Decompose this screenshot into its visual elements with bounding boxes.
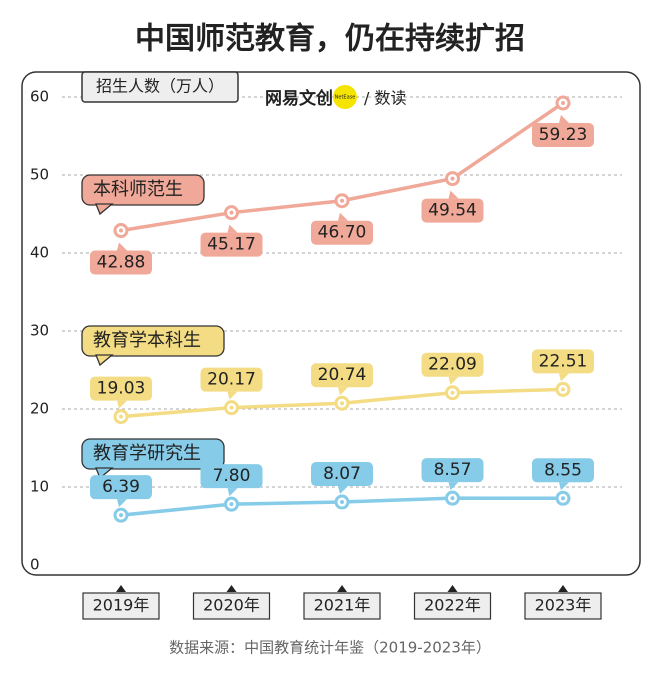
y-tick-label: 40: [30, 244, 49, 262]
value-label-box: [90, 475, 152, 500]
value-label-pointer: [338, 212, 348, 221]
series-name-box: [81, 438, 225, 470]
data-point-dot: [450, 496, 455, 501]
value-label: 8.55: [544, 460, 582, 480]
value-label: 19.03: [97, 379, 146, 399]
value-label: 6.39: [102, 477, 140, 497]
value-label-box: [532, 349, 594, 374]
series-name-pointer: [95, 203, 114, 216]
y-label-box: [81, 71, 239, 103]
data-point-dot: [561, 387, 565, 392]
value-label-box: [200, 232, 263, 257]
x-tick-pointer: [226, 585, 237, 592]
data-point-dot: [561, 101, 565, 106]
y-tick-label: 60: [30, 88, 49, 106]
chart-title: 中国师范教育，仍在持续扩招: [135, 22, 525, 57]
y-tick-label: 50: [30, 166, 49, 184]
value-label-box: [421, 198, 484, 223]
value-label-pointer: [117, 242, 127, 251]
x-tick-label: 2019年: [93, 596, 150, 615]
value-label-box: [311, 462, 373, 487]
y-tick-label: 10: [30, 478, 49, 496]
series-name-pointer: [95, 354, 114, 367]
value-label-box: [532, 458, 594, 483]
value-label: 7.80: [213, 466, 251, 486]
x-tick-box: [413, 592, 492, 620]
x-tick-box: [82, 592, 160, 620]
data-point-dot: [229, 405, 234, 410]
data-point-dot: [340, 401, 344, 406]
value-label: 22.09: [428, 355, 477, 375]
x-tick-box: [303, 592, 381, 620]
x-tick-box: [192, 592, 271, 620]
data-point-dot: [229, 502, 234, 507]
data-point-dot: [340, 500, 344, 505]
value-label-box: [90, 250, 152, 275]
data-point-dot: [450, 390, 455, 395]
value-label-box: [311, 363, 373, 388]
value-label-pointer: [227, 224, 238, 233]
value-label: 59.23: [539, 125, 588, 145]
value-label: 45.17: [207, 235, 256, 255]
value-label-pointer: [227, 488, 238, 497]
value-label-pointer: [448, 482, 459, 491]
y-tick-label: 30: [30, 322, 49, 340]
value-label-box: [421, 352, 484, 377]
y-tick-label: 0: [30, 556, 40, 574]
value-label-pointer: [338, 387, 348, 396]
legend-label: 本科师范生: [93, 179, 183, 200]
x-tick-pointer: [447, 585, 458, 592]
y-tick-label: 20: [30, 400, 49, 418]
value-label-pointer: [559, 373, 569, 382]
data-point-dot: [229, 210, 234, 215]
series-name-box: [81, 174, 205, 206]
value-label-box: [200, 464, 263, 489]
x-tick-pointer: [558, 585, 568, 592]
value-label: 20.74: [318, 365, 367, 385]
value-label-pointer: [227, 391, 238, 400]
logo: 网易文创: [265, 88, 333, 109]
x-tick-pointer: [337, 585, 347, 592]
logo-badge-circle: [333, 85, 357, 109]
y-axis-label: 招生人数（万人）: [96, 77, 224, 96]
legend-label: 教育学本科生: [93, 330, 201, 351]
value-label-box: [90, 376, 152, 401]
legend-label: 教育学研究生: [93, 443, 201, 464]
value-label: 8.57: [434, 460, 472, 480]
value-label-box: [200, 367, 263, 392]
value-label: 8.07: [323, 464, 361, 484]
logo-badge: NetEase: [335, 95, 356, 101]
value-label-pointer: [117, 400, 127, 409]
series-name-box: [81, 325, 225, 357]
data-point-dot: [450, 176, 455, 181]
value-label-pointer: [448, 376, 459, 385]
data-point-dot: [119, 513, 123, 518]
data-point-dot: [561, 496, 565, 501]
x-tick-label: 2020年: [203, 596, 260, 615]
value-label-pointer: [448, 190, 459, 199]
x-tick-pointer: [116, 585, 126, 592]
x-tick-label: 2022年: [424, 596, 481, 615]
x-tick-label: 2021年: [314, 596, 371, 615]
value-label: 49.54: [428, 201, 477, 221]
value-label: 22.51: [539, 351, 588, 371]
value-label-box: [421, 458, 484, 483]
value-label-box: [311, 220, 373, 245]
value-label: 42.88: [97, 253, 146, 273]
data-point-dot: [119, 228, 123, 233]
source: 数据来源：中国教育统计年鉴（2019-2023年）: [169, 639, 491, 657]
value-label-box: [532, 123, 594, 148]
data-point-dot: [119, 414, 123, 419]
value-label-pointer: [117, 499, 127, 508]
data-point-dot: [340, 198, 344, 203]
value-label: 20.17: [207, 370, 256, 390]
value-label-pointer: [338, 486, 348, 495]
logo-sub: / 数读: [364, 89, 406, 108]
value-label-pointer: [559, 482, 569, 491]
value-label-pointer: [559, 115, 569, 124]
value-label: 46.70: [318, 223, 367, 243]
x-tick-label: 2023年: [535, 596, 592, 615]
x-tick-box: [524, 592, 602, 620]
